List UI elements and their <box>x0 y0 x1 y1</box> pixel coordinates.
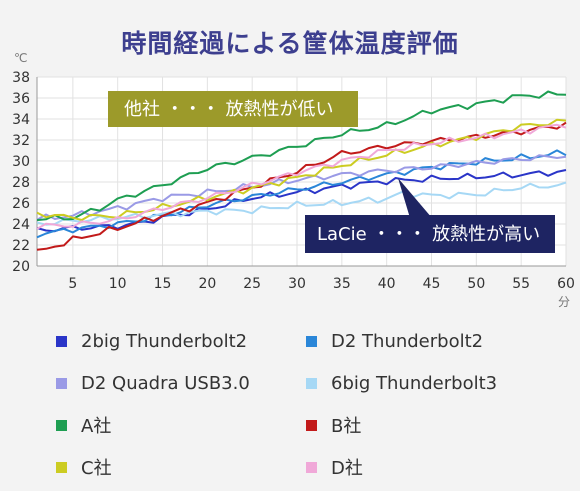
legend-item: 2big Thunderbolt2 <box>56 324 306 358</box>
x-tick-label: 15 <box>154 276 172 292</box>
legend-swatch <box>306 335 317 347</box>
series-line-5 <box>36 90 567 222</box>
legend-label: D2 Quadra USB3.0 <box>81 372 250 394</box>
x-tick-label: 60 <box>557 276 575 292</box>
svg-text:LaCie ・・・ 放熱性が高い: LaCie ・・・ 放熱性が高い <box>317 224 540 245</box>
legend-item: 6big Thunderbolt3 <box>306 366 556 400</box>
callout-others: 他社 ・・・ 放熱性が低い <box>108 91 358 127</box>
y-tick-label: 36 <box>12 91 30 107</box>
x-tick-label: 10 <box>109 276 127 292</box>
legend-swatch <box>56 335 67 347</box>
x-tick-label: 40 <box>378 276 396 292</box>
legend-swatch <box>56 377 67 389</box>
legend-item: D2 Thunderbolt2 <box>306 324 556 358</box>
series-line-3 <box>36 154 567 221</box>
series-line-7 <box>36 118 567 221</box>
series-line-4 <box>36 181 567 226</box>
x-tick-label: 45 <box>423 276 441 292</box>
legend-item: D社 <box>306 450 556 484</box>
svg-text:他社 ・・・ 放熱性が低い: 他社 ・・・ 放熱性が低い <box>124 99 333 120</box>
legend-swatch <box>306 377 317 389</box>
legend-label: D社 <box>331 458 363 479</box>
legend-label: D2 Thunderbolt2 <box>331 330 484 352</box>
legend: 2big Thunderbolt2 D2 Thunderbolt2 D2 Quadr… <box>56 324 556 484</box>
series-line-8 <box>36 123 567 230</box>
y-tick-label: 38 <box>12 70 30 86</box>
axes <box>36 77 566 267</box>
x-tick-label: 5 <box>68 276 77 292</box>
legend-swatch <box>306 419 317 431</box>
y-tick-label: 34 <box>12 112 30 128</box>
legend-item: A社 <box>56 408 306 442</box>
legend-item: C社 <box>56 450 306 484</box>
y-tick-label: 28 <box>12 175 30 191</box>
y-tick-label: 32 <box>12 133 30 149</box>
x-tick-label: 55 <box>512 276 530 292</box>
legend-swatch <box>56 419 67 431</box>
legend-label: A社 <box>81 416 112 437</box>
x-tick-label: 20 <box>198 276 216 292</box>
y-tick-label: 26 <box>12 196 30 212</box>
series-line-2 <box>36 149 567 239</box>
legend-item: B社 <box>306 408 556 442</box>
series-line-6 <box>36 121 567 251</box>
callout-lacie: LaCie ・・・ 放熱性が高い <box>305 178 555 253</box>
y-tick-label: 20 <box>12 259 30 275</box>
legend-swatch <box>56 461 67 473</box>
x-tick-label: 50 <box>467 276 485 292</box>
tick-labels: 20 22 24 26 28 30 32 34 36 38 5 10 15 20 25 30 35 40 45 50 5… <box>12 70 575 292</box>
legend-item: D2 Quadra USB3.0 <box>56 366 306 400</box>
legend-label: B社 <box>331 416 362 437</box>
legend-swatch <box>306 461 317 473</box>
series-lines <box>36 90 567 251</box>
y-tick-label: 22 <box>12 238 30 254</box>
chart-title: 時間経過による筐体温度評価 <box>121 29 459 58</box>
y-tick-label: 24 <box>12 217 30 233</box>
x-tick-label: 30 <box>288 276 306 292</box>
legend-label: C社 <box>81 458 112 479</box>
y-tick-label: 30 <box>12 154 30 170</box>
legend-label: 6big Thunderbolt3 <box>331 372 498 394</box>
x-tick-label: 25 <box>243 276 261 292</box>
x-tick-label: 35 <box>333 276 351 292</box>
line-chart: 20 22 24 26 28 30 32 34 36 38 5 10 15 20 25 30 35 40 45 50 5… <box>12 51 575 309</box>
x-unit-label: 分 <box>558 295 570 309</box>
legend-label: 2big Thunderbolt2 <box>81 330 248 352</box>
y-unit-label: ℃ <box>14 51 27 65</box>
